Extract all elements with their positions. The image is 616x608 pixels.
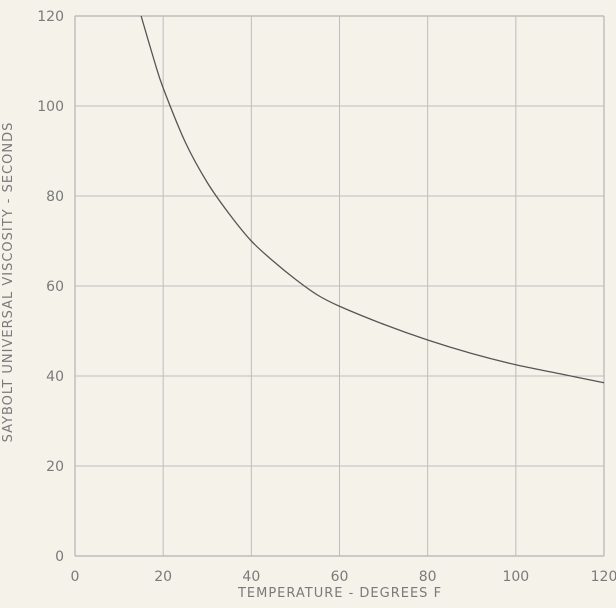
x-tick-label: 40 xyxy=(242,569,260,585)
y-tick-label: 40 xyxy=(46,369,64,385)
x-tick-label: 100 xyxy=(502,569,529,585)
x-tick-labels: 0 20 40 60 80 100 120 xyxy=(71,569,616,585)
y-tick-label: 100 xyxy=(37,99,64,115)
y-tick-label: 80 xyxy=(46,189,64,205)
x-tick-label: 120 xyxy=(591,569,616,585)
series-layer xyxy=(140,15,605,384)
y-tick-label: 20 xyxy=(46,459,64,475)
x-tick-label: 80 xyxy=(419,569,437,585)
x-axis-label: TEMPERATURE - DEGREES F xyxy=(237,586,442,601)
x-tick-label: 60 xyxy=(331,569,349,585)
x-tick-label: 0 xyxy=(71,569,80,585)
viscosity-curve xyxy=(140,15,605,384)
y-axis-label: SAYBOLT UNIVERSAL VISCOSITY - SECONDS xyxy=(1,122,16,443)
x-tick-label: 20 xyxy=(154,569,172,585)
y-tick-label: 0 xyxy=(55,549,64,565)
y-tick-label: 120 xyxy=(37,9,64,25)
grid-lines xyxy=(74,15,605,557)
y-tick-label: 60 xyxy=(46,279,64,295)
y-tick-labels: 0 20 40 60 80 100 120 xyxy=(37,9,64,565)
